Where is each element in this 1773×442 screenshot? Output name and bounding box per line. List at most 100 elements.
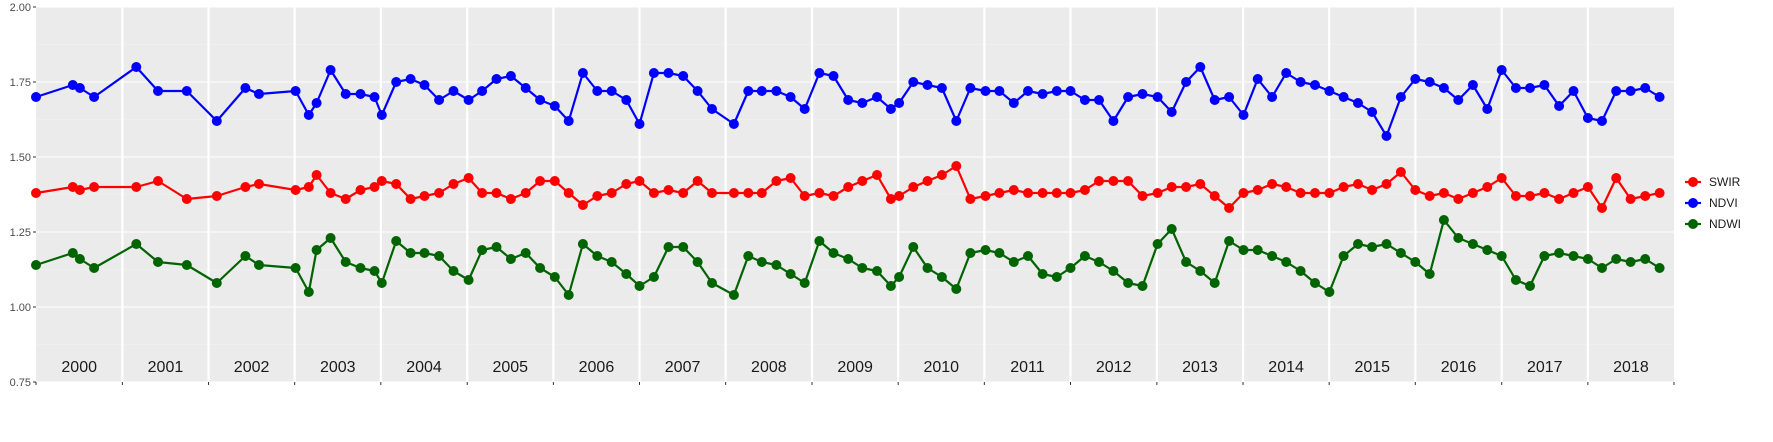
data-point-ndwi [592,251,603,261]
data-point-swir [1238,188,1249,198]
data-point-ndwi [74,254,85,264]
data-point-swir [692,176,703,186]
data-point-ndvi [1094,95,1104,105]
y-tick-label: 1.50 [10,152,31,164]
data-point-swir [240,182,251,192]
data-point-swir [535,176,546,186]
data-point-ndvi [419,80,430,90]
data-point-swir [1640,191,1651,201]
data-point-swir [391,179,402,189]
year-labels: 2000 2001 2002 2003 2004 2005 2006 2007 2008 2009… [61,359,1648,376]
data-point-ndwi [1094,257,1104,267]
data-point-ndwi [1324,287,1335,297]
data-point-ndwi [563,290,574,300]
data-point-ndvi [692,86,703,96]
data-point-ndvi [1353,98,1363,108]
data-point-swir [908,182,919,192]
data-point-ndvi [634,119,645,129]
data-point-ndvi [1482,104,1493,114]
data-point-swir [1525,191,1535,201]
data-point-ndwi [707,278,717,288]
data-point-swir [1395,167,1406,177]
data-point-ndvi [1051,86,1062,96]
y-tick-label: 0.75 [10,377,31,389]
data-point-ndvi [799,104,810,114]
data-point-ndvi [1023,86,1033,96]
data-point-ndwi [1152,239,1163,249]
data-point-swir [1181,182,1192,192]
data-point-swir [1281,182,1292,192]
data-point-swir [1051,188,1062,198]
data-point-swir [1582,182,1593,192]
data-point-swir [648,188,659,198]
data-point-ndvi [376,110,387,120]
data-point-ndwi [1381,239,1392,249]
data-point-ndvi [491,74,502,84]
data-point-swir [814,188,825,198]
data-point-ndwi [872,266,882,276]
data-point-swir [491,188,502,198]
series-layer [31,62,1665,300]
legend: SWIR NDVI NDWI [1685,175,1741,231]
data-point-ndvi [785,92,796,102]
data-point-ndwi [153,257,163,267]
data-point-swir [621,179,632,189]
data-point-ndwi [1654,263,1665,273]
data-point-swir [1324,188,1335,198]
data-point-swir [1453,194,1464,204]
data-point-ndwi [1510,275,1521,285]
year-label: 2005 [492,359,528,376]
data-point-swir [448,179,459,189]
data-point-ndwi [1525,281,1535,291]
data-point-ndwi [1338,251,1349,261]
data-point-ndwi [1496,251,1507,261]
data-point-ndwi [1568,251,1579,261]
legend-label-ndvi: NDVI [1709,196,1738,210]
data-point-ndvi [678,71,689,81]
data-point-swir [785,173,796,183]
data-point-swir [434,188,445,198]
data-point-ndvi [743,86,754,96]
data-point-swir [577,200,588,210]
data-point-swir [606,188,617,198]
data-point-ndvi [1640,83,1651,93]
data-point-swir [756,188,767,198]
data-point-ndwi [325,233,336,243]
data-point-ndvi [872,92,882,102]
data-point-ndvi [1252,74,1263,84]
data-point-ndwi [1554,248,1565,258]
legend-key-point-ndwi [1688,219,1698,229]
data-point-ndwi [1065,263,1076,273]
data-point-ndwi [1238,245,1249,255]
data-point-ndwi [799,278,810,288]
data-point-swir [1597,203,1607,213]
data-point-ndwi [648,272,659,282]
data-point-ndwi [843,254,854,264]
data-point-ndvi [771,86,782,96]
data-point-ndvi [1625,86,1636,96]
data-point-ndvi [951,116,962,126]
data-point-ndwi [663,242,674,252]
data-point-swir [592,191,603,201]
data-point-ndwi [634,281,645,291]
data-point-ndwi [1181,257,1192,267]
data-point-swir [1510,191,1521,201]
data-point-swir [743,188,754,198]
data-point-ndvi [980,86,991,96]
data-point-swir [634,176,645,186]
data-point-swir [1079,185,1090,195]
data-point-swir [355,185,366,195]
year-label: 2004 [406,359,442,376]
data-point-ndvi [922,80,933,90]
data-point-ndvi [707,104,717,114]
data-point-ndvi [463,95,474,105]
data-point-ndwi [885,281,896,291]
data-point-swir [1008,185,1019,195]
data-point-ndvi [477,86,488,96]
data-point-ndvi [89,92,100,102]
data-point-swir [894,191,905,201]
data-point-ndvi [965,83,976,93]
data-point-swir [857,176,868,186]
year-label: 2003 [320,359,356,376]
data-point-swir [405,194,416,204]
